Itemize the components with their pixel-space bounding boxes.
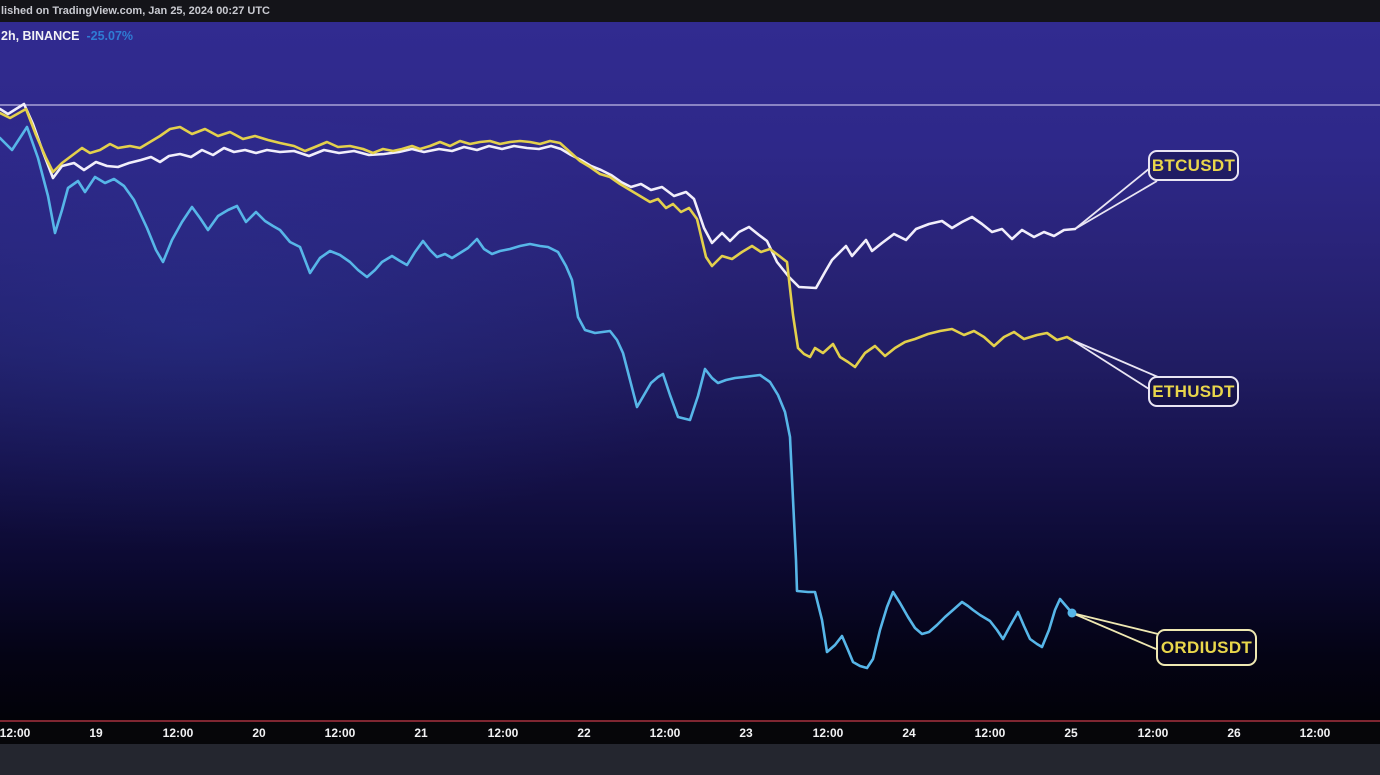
time-tick-label: 23 xyxy=(739,726,753,740)
series-line-ordiusdt[interactable] xyxy=(0,125,1074,670)
chart-background[interactable] xyxy=(0,22,1380,720)
callout-ordiusdt[interactable]: ORDIUSDT xyxy=(1156,629,1257,666)
time-tick-label: 20 xyxy=(252,726,266,740)
callout-pointer-line xyxy=(1071,339,1159,378)
time-tick-label: 26 xyxy=(1227,726,1241,740)
change-percent-badge: -25.07% xyxy=(86,29,134,43)
axis-top-border xyxy=(0,720,1380,722)
time-tick-label: 22 xyxy=(577,726,591,740)
callout-btcusdt-label: BTCUSDT xyxy=(1151,155,1236,175)
symbol-info: 2h, BINANCE -25.07% xyxy=(1,29,133,43)
symbol-interval-exchange: 2h, BINANCE xyxy=(1,29,80,43)
callout-pointer-line xyxy=(1071,612,1157,650)
publish-text: lished on TradingView.com, Jan 25, 2024 … xyxy=(1,5,270,17)
time-tick-label: 12:00 xyxy=(487,726,519,740)
time-axis[interactable]: 12:00 19 12:00 20 12:00 21 12:00 22 12:00 23 12:00… xyxy=(0,722,1380,744)
time-tick-label: 12:00 xyxy=(1137,726,1169,740)
callout-ethusdt-label: ETHUSDT xyxy=(1152,381,1235,401)
time-tick-label: 12:00 xyxy=(0,726,31,740)
time-tick-label: 21 xyxy=(414,726,428,740)
time-tick-label: 12:00 xyxy=(974,726,1006,740)
series-line-ethusdt[interactable] xyxy=(0,107,1074,369)
time-tick-label: 19 xyxy=(89,726,103,740)
time-tick-label: 12:00 xyxy=(1299,726,1331,740)
time-tick-label: 12:00 xyxy=(812,726,844,740)
time-tick-label: 12:00 xyxy=(649,726,681,740)
time-tick-label: 12:00 xyxy=(324,726,356,740)
callout-ethusdt[interactable]: ETHUSDT xyxy=(1148,376,1239,407)
callout-pointer-line xyxy=(1071,612,1159,635)
callout-ordiusdt-label: ORDIUSDT xyxy=(1160,637,1253,657)
callout-pointer-line xyxy=(1074,167,1151,230)
callout-pointer-line xyxy=(1074,180,1158,230)
time-tick-label: 12:00 xyxy=(162,726,194,740)
time-tick-label: 24 xyxy=(902,726,916,740)
publish-bar: lished on TradingView.com, Jan 25, 2024 … xyxy=(0,0,1380,22)
time-tick-label: 25 xyxy=(1064,726,1078,740)
callout-btcusdt[interactable]: BTCUSDT xyxy=(1148,150,1239,181)
series-end-marker xyxy=(1067,608,1077,618)
callout-pointer-line xyxy=(1071,339,1150,390)
bottom-toolbar-strip xyxy=(0,744,1380,775)
